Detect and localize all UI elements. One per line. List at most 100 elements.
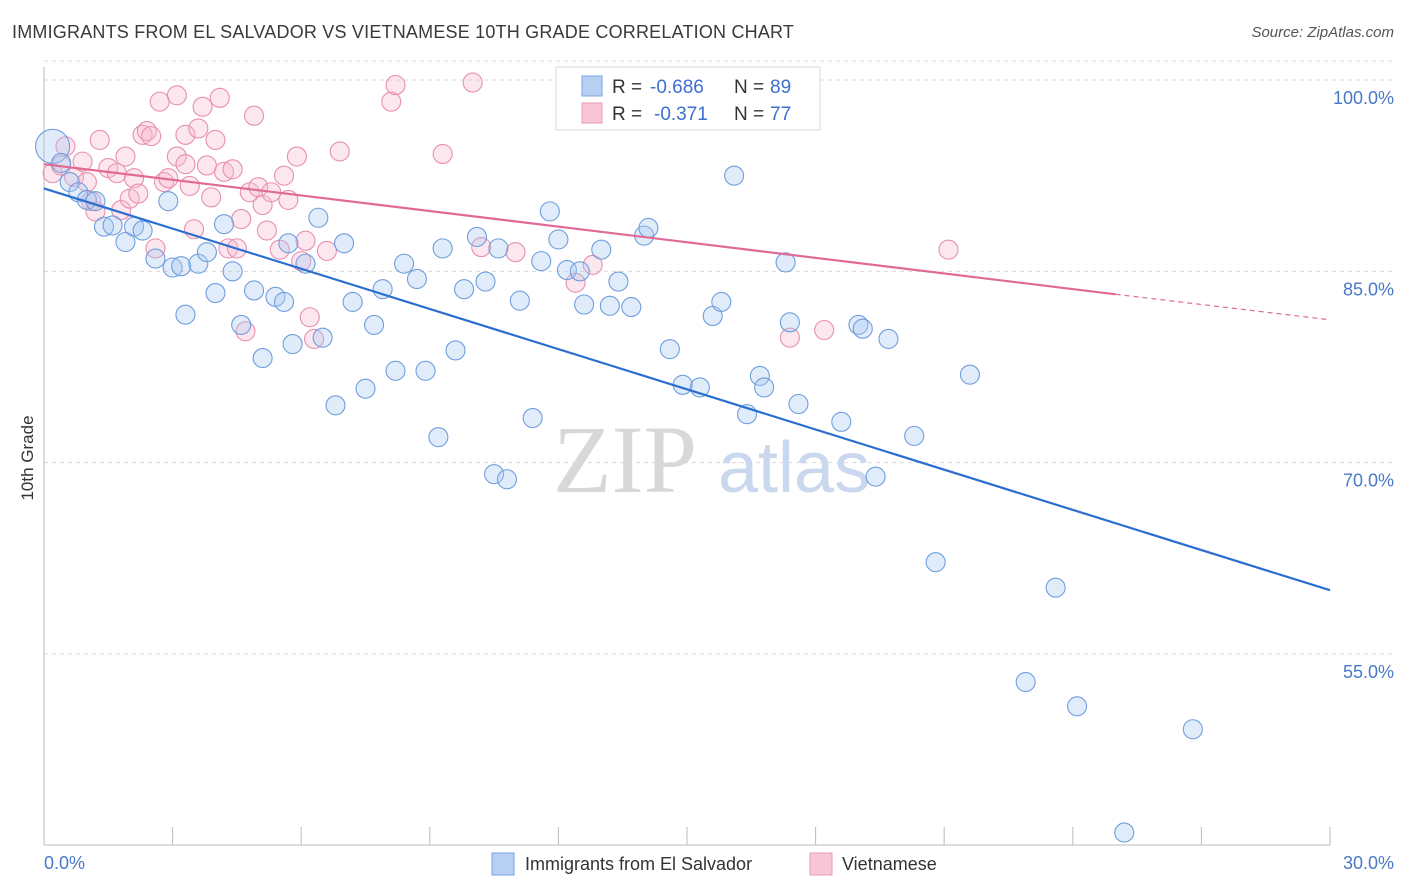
vietnamese-trend-line bbox=[43, 163, 1116, 296]
legend-swatch-pink bbox=[581, 102, 603, 124]
salvador-point-38 bbox=[394, 253, 415, 274]
vietnamese-point-33 bbox=[205, 129, 226, 151]
vietnamese-point-24 bbox=[166, 146, 187, 167]
salvador-point-0 bbox=[35, 128, 71, 164]
salvador-point-79 bbox=[865, 466, 886, 487]
salvador-point-53 bbox=[539, 201, 560, 222]
vietnamese-point-37 bbox=[222, 159, 243, 180]
vietnamese-point-23 bbox=[166, 85, 187, 106]
salvador-point-52 bbox=[531, 251, 552, 272]
salvador-point-19 bbox=[213, 214, 235, 235]
vietnamese-point-20 bbox=[149, 91, 170, 112]
salvador-point-26 bbox=[278, 233, 299, 254]
salvador-point-68 bbox=[711, 291, 732, 312]
salvador-point-33 bbox=[342, 291, 363, 312]
vietnamese-point-31 bbox=[196, 155, 217, 176]
vietnamese-point-54 bbox=[304, 328, 325, 349]
salvador-point-10 bbox=[132, 220, 153, 241]
salvador-point-14 bbox=[171, 256, 192, 277]
watermark-zip: ZIP bbox=[553, 406, 697, 513]
vietnamese-point-8 bbox=[89, 129, 110, 151]
chart-title: IMMIGRANTS FROM EL SALVADOR VS VIETNAMES… bbox=[12, 22, 795, 42]
salvador-point-41 bbox=[428, 427, 449, 448]
legend-r-label-1: R = bbox=[612, 77, 642, 98]
salvador-point-16 bbox=[188, 253, 209, 274]
vietnamese-point-26 bbox=[175, 124, 196, 145]
salvador-point-43 bbox=[445, 340, 466, 361]
salvador-point-56 bbox=[569, 261, 590, 282]
vietnamese-point-52 bbox=[295, 230, 316, 251]
vietnamese-point-18 bbox=[141, 126, 162, 147]
axes bbox=[43, 67, 1331, 846]
vietnamese-point-53 bbox=[299, 307, 320, 328]
vietnamese-point-66 bbox=[779, 327, 800, 348]
vietnamese-point-30 bbox=[192, 96, 213, 117]
salvador-point-23 bbox=[252, 348, 273, 369]
legend-label-vietnamese: Vietnamese bbox=[842, 854, 937, 874]
vietnamese-point-58 bbox=[385, 75, 406, 96]
legend-n-label-2: N = bbox=[734, 104, 764, 125]
vietnamese-point-61 bbox=[471, 237, 492, 258]
salvador-point-35 bbox=[364, 314, 385, 335]
salvador-point-30 bbox=[312, 327, 333, 348]
salvador-point-86 bbox=[1067, 696, 1088, 717]
vietnamese-trend-extension bbox=[1115, 293, 1331, 321]
y-tick-label-3: 100.0% bbox=[1333, 88, 1394, 108]
salvador-point-37 bbox=[385, 360, 406, 381]
watermark: ZIP atlas bbox=[553, 406, 870, 513]
salvador-point-34 bbox=[355, 378, 376, 399]
vietnamese-point-39 bbox=[231, 208, 252, 230]
legend-swatch-blue bbox=[581, 75, 603, 97]
salvador-point-22 bbox=[243, 280, 265, 301]
x-tick-label-min: 0.0% bbox=[44, 853, 85, 873]
salvador-point-60 bbox=[608, 271, 629, 292]
vietnamese-point-45 bbox=[256, 220, 277, 241]
salvador-point-74 bbox=[779, 312, 800, 333]
y-tick-label-0: 55.0% bbox=[1343, 662, 1394, 682]
salvador-point-7 bbox=[102, 215, 123, 236]
vietnamese-point-25 bbox=[175, 154, 196, 175]
vietnamese-point-4 bbox=[72, 151, 93, 172]
vietnamese-point-5 bbox=[76, 171, 97, 193]
y-tick-labels: 55.0% 70.0% 85.0% 100.0% bbox=[1333, 88, 1394, 682]
vietnamese-point-57 bbox=[381, 91, 402, 112]
salvador-point-82 bbox=[925, 552, 946, 573]
salvador-point-64 bbox=[659, 339, 680, 360]
legend-r-label-2: R = bbox=[612, 104, 642, 125]
salvador-point-5 bbox=[85, 191, 106, 212]
legend-n-value-1: 89 bbox=[770, 77, 791, 98]
vietnamese-point-12 bbox=[115, 146, 136, 167]
salvador-point-78 bbox=[852, 318, 873, 339]
salvador-point-63 bbox=[638, 217, 659, 239]
salvador-point-55 bbox=[556, 260, 578, 281]
y-tick-label-2: 85.0% bbox=[1343, 279, 1394, 299]
vietnamese-point-42 bbox=[243, 105, 265, 126]
salvador-point-13 bbox=[162, 257, 183, 278]
vietnamese-point-2 bbox=[55, 136, 76, 157]
stats-legend: R = -0.686 N = 89 R = -0.371 N = 77 bbox=[555, 66, 821, 131]
vietnamese-point-27 bbox=[179, 175, 200, 196]
salvador-point-88 bbox=[1182, 719, 1203, 740]
series-legend: Immigrants from El Salvador Vietnamese bbox=[491, 852, 937, 876]
y-axis-title: 10th Grade bbox=[18, 415, 37, 500]
salvador-point-6 bbox=[93, 216, 115, 237]
salvador-point-57 bbox=[574, 294, 595, 315]
vietnamese-point-35 bbox=[213, 161, 235, 182]
salvador-point-1 bbox=[51, 152, 72, 173]
salvador-point-40 bbox=[415, 360, 436, 381]
salvador-point-47 bbox=[484, 464, 505, 485]
salvador-point-71 bbox=[749, 365, 770, 386]
legend-swatch-vietnamese bbox=[809, 852, 833, 876]
salvador-point-11 bbox=[145, 248, 166, 269]
salvador-point-20 bbox=[222, 261, 243, 282]
salvador-point-81 bbox=[904, 425, 925, 446]
salvador-point-15 bbox=[175, 304, 196, 325]
vietnamese-point-19 bbox=[145, 238, 166, 259]
legend-n-value-2: 77 bbox=[770, 104, 791, 125]
salvador-point-75 bbox=[788, 393, 809, 415]
vietnamese-point-32 bbox=[201, 187, 222, 208]
salvador-point-59 bbox=[599, 295, 620, 316]
salvador-point-69 bbox=[724, 165, 745, 186]
salvador-point-54 bbox=[548, 229, 569, 250]
